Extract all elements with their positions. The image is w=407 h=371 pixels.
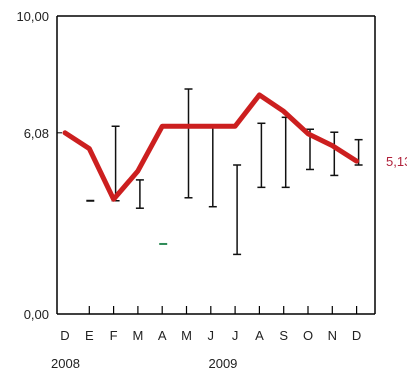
x-tick-label: M [181,328,192,343]
x-tick-label: A [158,328,167,343]
year-label: 2009 [208,356,237,371]
x-tick-label: D [60,328,69,343]
x-tick-label: J [208,328,215,343]
x-tick-label: N [328,328,337,343]
x-tick-label: A [255,328,264,343]
y-tick-label: 0,00 [24,307,49,322]
x-tick-label: M [132,328,143,343]
x-tick-label: E [85,328,94,343]
x-tick-label: J [232,328,239,343]
y-tick-label: 10,00 [16,9,49,24]
last-value-label: 5,13 [386,154,407,169]
series-line [62,92,360,202]
x-tick-label: O [303,328,313,343]
year-label: 2008 [51,356,80,371]
x-tick-label: F [110,328,118,343]
x-tick-label: D [352,328,361,343]
y-tick-label: 6,08 [24,126,49,141]
x-tick-label: S [279,328,288,343]
